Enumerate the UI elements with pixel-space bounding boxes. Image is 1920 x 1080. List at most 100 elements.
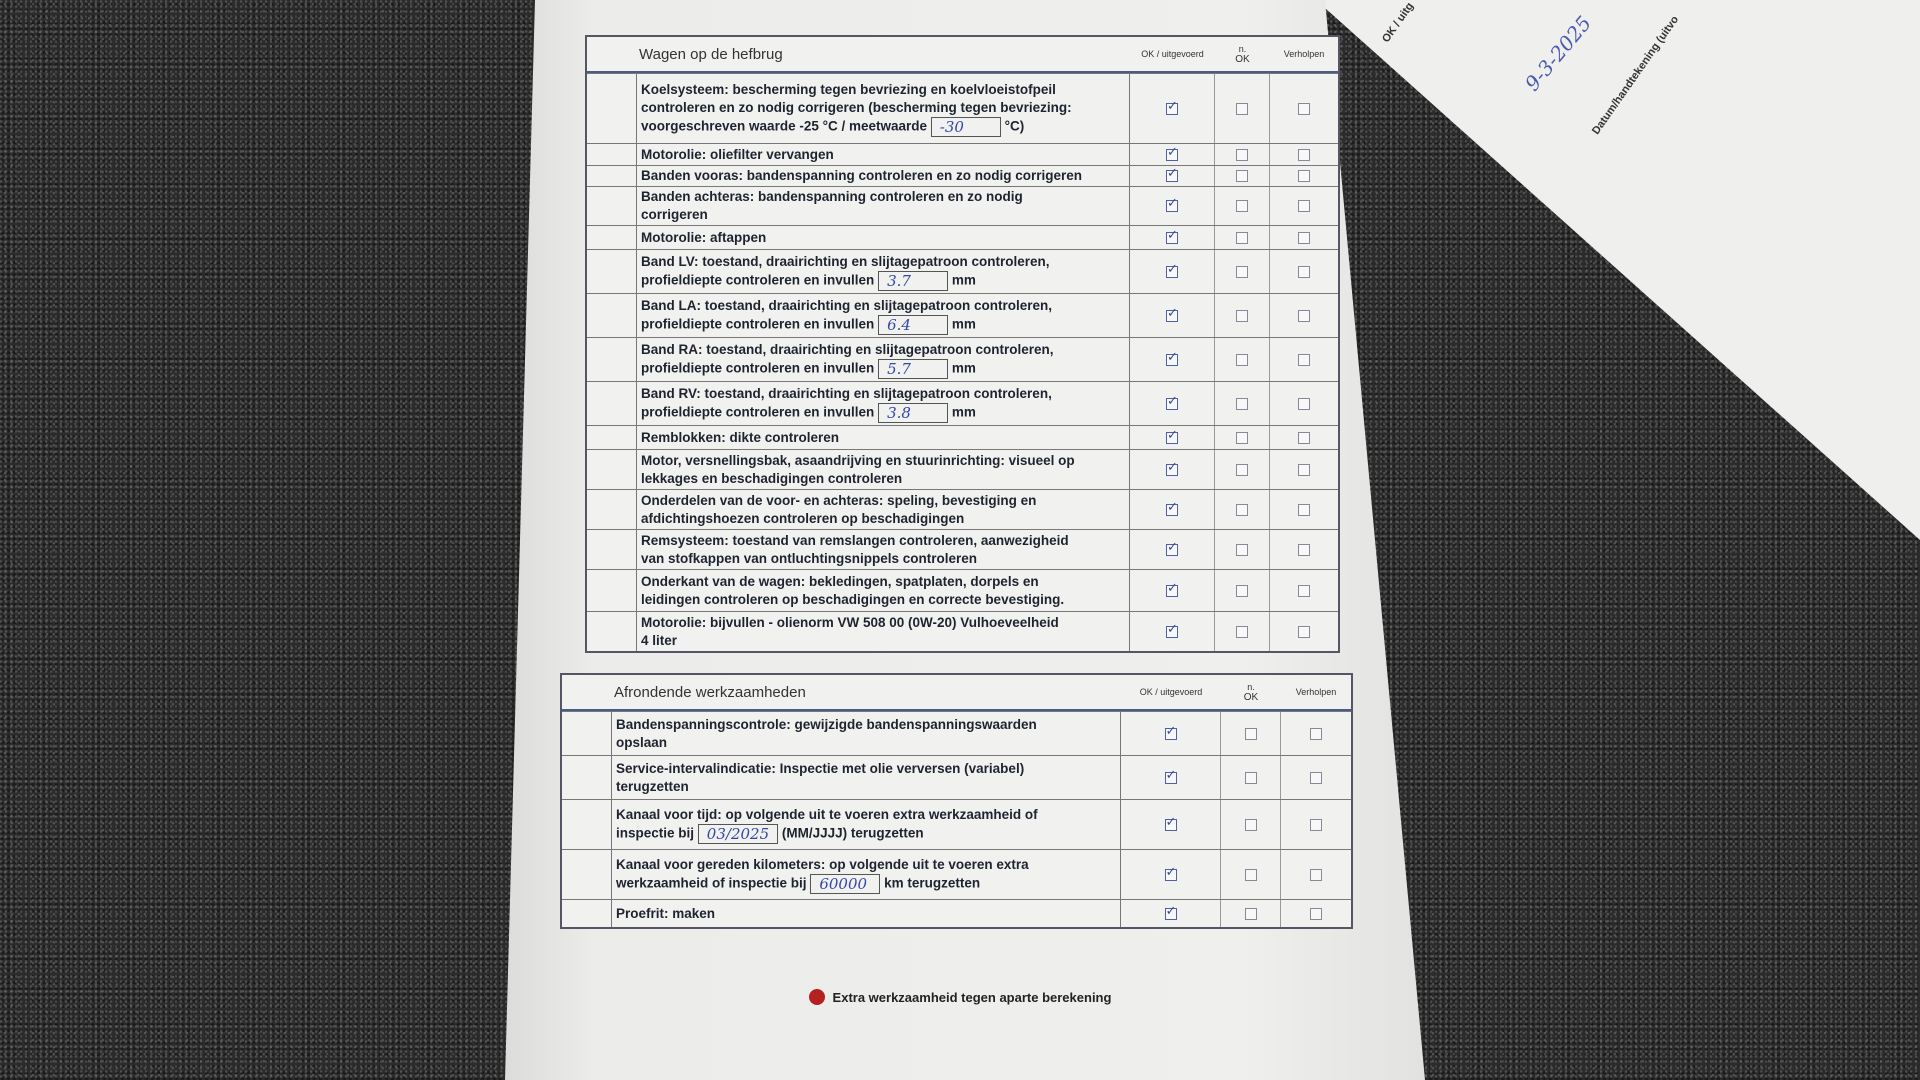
row-description: Motorolie: bijvullen - olienorm VW 508 0… xyxy=(637,612,1130,651)
checkbox-nok[interactable] xyxy=(1236,397,1248,410)
checkbox-fixed[interactable] xyxy=(1310,727,1322,740)
checkbox-fixed[interactable] xyxy=(1298,148,1310,161)
column-fixed: Verholpen xyxy=(1283,49,1325,59)
checkbox-ok-checked[interactable] xyxy=(1164,864,1177,881)
checkbox-ok-checked[interactable] xyxy=(1164,723,1177,740)
checkbox-ok-checked[interactable] xyxy=(1166,459,1178,476)
checkbox-ok-checked[interactable] xyxy=(1166,227,1178,244)
checkbox-ok-checked[interactable] xyxy=(1166,305,1178,322)
checkbox-ok-checked[interactable] xyxy=(1166,539,1178,556)
checkbox-ok-checked[interactable] xyxy=(1166,499,1178,516)
handwritten-value-field[interactable]: -30 xyxy=(930,116,1001,137)
checkbox-fixed[interactable] xyxy=(1298,625,1310,638)
handwritten-value-field[interactable]: 6.4 xyxy=(878,314,949,335)
checkbox-nok[interactable] xyxy=(1244,771,1257,784)
checkbox-ok-checked[interactable] xyxy=(1164,814,1177,831)
row-description: Bandenspanningscontrole: gewijzigde band… xyxy=(612,712,1121,755)
checkbox-fixed[interactable] xyxy=(1298,200,1310,212)
row-text-line: profieldiepte controleren en invullen xyxy=(641,360,875,376)
checkbox-nok[interactable] xyxy=(1236,431,1248,444)
checkbox-fixed[interactable] xyxy=(1298,584,1310,597)
table-row: Kanaal voor gereden kilometers: op volge… xyxy=(562,849,1351,899)
checkbox-nok[interactable] xyxy=(1244,818,1257,831)
checkbox-fixed[interactable] xyxy=(1298,503,1310,516)
checkbox-ok-checked[interactable] xyxy=(1166,393,1178,410)
checkbox-fixed[interactable] xyxy=(1298,463,1310,476)
handwritten-value-field[interactable]: 5.7 xyxy=(878,358,949,379)
table-row: Motorolie: oliefilter vervangen xyxy=(587,143,1338,165)
checkbox-fixed[interactable] xyxy=(1298,353,1310,366)
row-description: Kanaal voor tijd: op volgende uit te voe… xyxy=(612,800,1121,849)
table-row: Remsysteem: toestand van remslangen cont… xyxy=(587,529,1338,569)
red-dot-icon xyxy=(808,989,825,1005)
handwritten-value-field[interactable]: 03/2025 xyxy=(697,823,779,844)
row-text-line: werkzaamheid of inspectie bij xyxy=(616,875,807,891)
checkbox-ok-checked[interactable] xyxy=(1166,261,1178,278)
table-row: Banden achteras: bandenspanning controle… xyxy=(587,186,1338,225)
checkbox-nok[interactable] xyxy=(1236,463,1248,476)
row-text-line: 4 liter xyxy=(641,632,678,648)
checkbox-ok-checked[interactable] xyxy=(1164,767,1177,784)
handwritten-value-field[interactable]: 3.8 xyxy=(878,402,949,423)
row-description: Onderkant van de wagen: bekledingen, spa… xyxy=(637,570,1130,611)
table-wagen-op-de-hefbrug: Wagen op de hefbrug OK / uitgevoerd n. OK Ve… xyxy=(585,35,1340,653)
checkbox-nok[interactable] xyxy=(1236,625,1248,638)
handwritten-value-field[interactable]: 60000 xyxy=(810,873,881,894)
checkbox-fixed[interactable] xyxy=(1310,868,1322,881)
checkbox-nok[interactable] xyxy=(1236,231,1248,244)
checkbox-ok-checked[interactable] xyxy=(1166,98,1178,115)
table-row: Motor, versnellingsbak, asaandrijving en… xyxy=(587,449,1338,489)
checkbox-nok[interactable] xyxy=(1236,200,1248,212)
checkbox-ok-checked[interactable] xyxy=(1166,165,1178,182)
checkbox-nok[interactable] xyxy=(1236,102,1248,115)
checkbox-ok-checked[interactable] xyxy=(1166,144,1178,161)
row-text-line: profieldiepte controleren en invullen xyxy=(641,316,875,332)
row-text-line: Band LA: toestand, draairichting en slij… xyxy=(641,297,1053,313)
row-text-line: controleren en zo nodig corrigeren (besc… xyxy=(641,99,1072,115)
checkbox-ok-checked[interactable] xyxy=(1166,427,1178,444)
row-description: Band LV: toestand, draairichting en slij… xyxy=(637,250,1130,293)
checkbox-fixed[interactable] xyxy=(1298,431,1310,444)
checkbox-nok[interactable] xyxy=(1236,543,1248,556)
checkbox-fixed[interactable] xyxy=(1298,170,1310,182)
checkbox-nok[interactable] xyxy=(1244,868,1257,881)
checkbox-fixed[interactable] xyxy=(1298,309,1310,322)
table-row: Kanaal voor tijd: op volgende uit te voe… xyxy=(562,799,1351,849)
checkbox-fixed[interactable] xyxy=(1298,102,1310,115)
checkbox-nok[interactable] xyxy=(1236,503,1248,516)
checkbox-nok[interactable] xyxy=(1236,148,1248,161)
row-description: Band RV: toestand, draairichting en slij… xyxy=(637,382,1130,425)
checkbox-fixed[interactable] xyxy=(1298,543,1310,556)
checkbox-nok[interactable] xyxy=(1236,309,1248,322)
checkbox-ok-checked[interactable] xyxy=(1166,621,1178,638)
checkbox-fixed[interactable] xyxy=(1298,265,1310,278)
row-text-line: Onderdelen van de voor- en achteras: spe… xyxy=(641,492,1037,508)
checkbox-nok[interactable] xyxy=(1236,353,1248,366)
checkbox-ok-checked[interactable] xyxy=(1166,580,1178,597)
checkbox-nok[interactable] xyxy=(1236,265,1248,278)
checkbox-fixed[interactable] xyxy=(1310,907,1322,920)
checkbox-fixed[interactable] xyxy=(1310,818,1322,831)
checkbox-ok-checked[interactable] xyxy=(1164,903,1177,920)
column-fixed: Verholpen xyxy=(1295,687,1337,697)
row-text-line: Proefrit: maken xyxy=(616,905,716,921)
column-ok: OK / uitgevoerd xyxy=(1141,49,1204,59)
checkbox-fixed[interactable] xyxy=(1310,771,1322,784)
checkbox-ok-checked[interactable] xyxy=(1166,349,1178,366)
checkbox-nok[interactable] xyxy=(1236,584,1248,597)
table-row: Band LA: toestand, draairichting en slij… xyxy=(587,293,1338,337)
column-not-ok: n. OK xyxy=(1221,682,1281,703)
row-text-line: Motorolie: oliefilter vervangen xyxy=(641,146,834,162)
column-not-ok-label: OK xyxy=(1243,691,1259,703)
table-row: Bandenspanningscontrole: gewijzigde band… xyxy=(562,711,1351,755)
checkbox-fixed[interactable] xyxy=(1298,231,1310,244)
row-text-line: Motor, versnellingsbak, asaandrijving en… xyxy=(641,452,1075,468)
checkbox-nok[interactable] xyxy=(1236,170,1248,182)
checkbox-nok[interactable] xyxy=(1244,727,1257,740)
checkbox-fixed[interactable] xyxy=(1298,397,1310,410)
checkbox-nok[interactable] xyxy=(1244,907,1257,920)
handwritten-value-field[interactable]: 3.7 xyxy=(878,270,949,291)
value-suffix: mm xyxy=(951,272,976,288)
checkbox-ok-checked[interactable] xyxy=(1166,195,1178,212)
table-row: Band RA: toestand, draairichting en slij… xyxy=(587,337,1338,381)
